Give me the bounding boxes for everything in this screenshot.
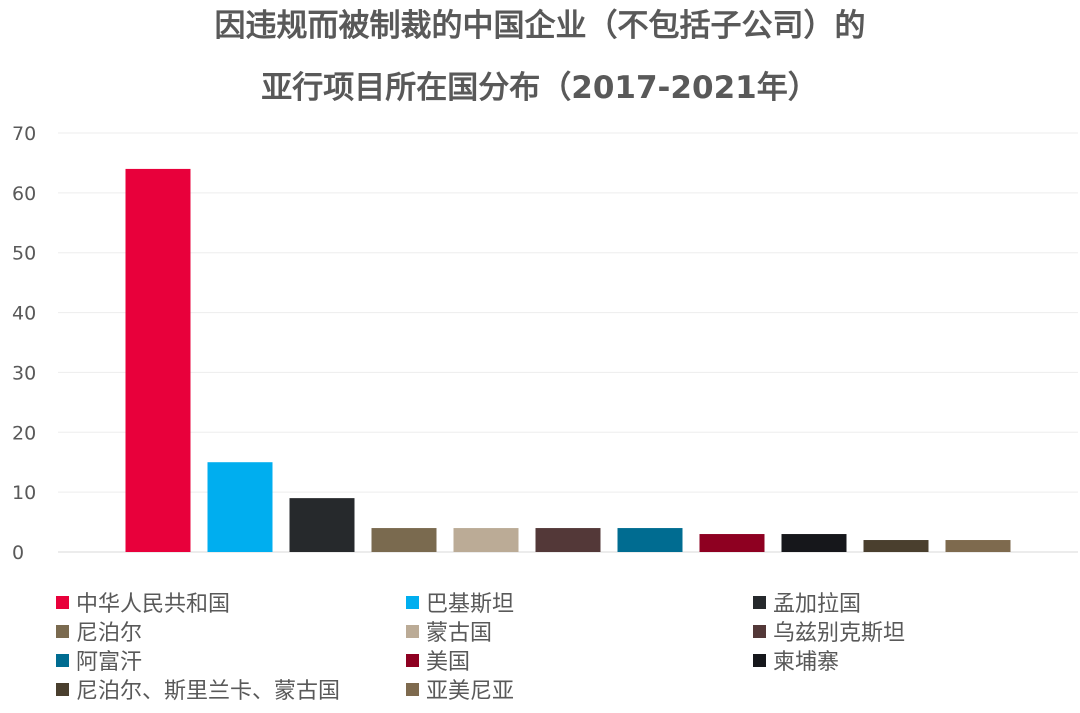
bar [699,534,765,552]
chart-title-line-2: 亚行项目所在国分布（2017-2021年） [261,70,819,106]
y-tick-label: 0 [12,542,24,564]
y-tick-label: 10 [12,482,36,504]
bar [535,528,601,552]
bar [289,498,355,552]
y-tick-label: 70 [12,123,36,145]
bar [945,540,1011,552]
bar [207,462,273,552]
y-tick-label: 30 [12,362,36,384]
bar [617,528,683,552]
y-tick-label: 40 [12,303,36,325]
y-tick-label: 20 [12,422,36,444]
bar [125,168,191,552]
y-tick-label: 50 [12,243,36,265]
bar [371,528,437,552]
chart-title-line-1: 因违规而被制裁的中国企业（不包括子公司）的 [214,8,866,44]
bar [863,540,929,552]
bar [781,534,847,552]
bar [453,528,519,552]
y-tick-label: 60 [12,183,36,205]
